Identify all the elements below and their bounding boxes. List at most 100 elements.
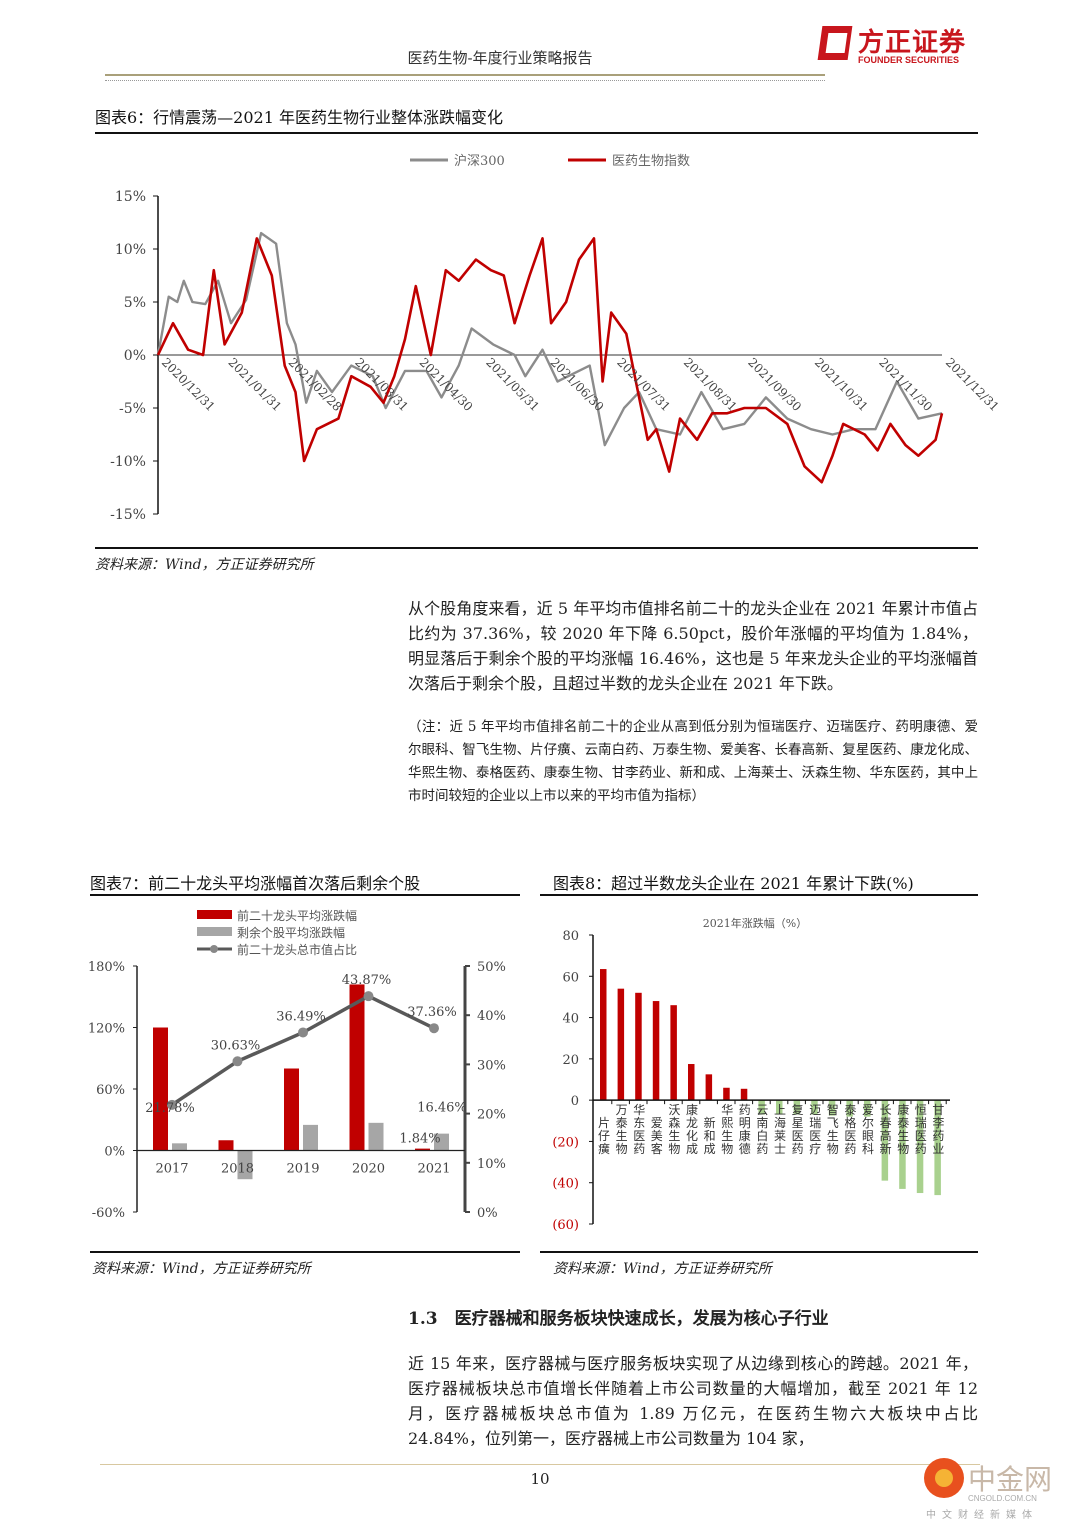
series-line-1 — [156, 237, 944, 484]
fig6-line-chart: 沪深300 医药生物指数 15% 10% 5% 0% -5% -10% -15% 2020/12/… — [110, 153, 1002, 523]
y-tick-label: 5% — [124, 295, 146, 311]
y-tick-label: 10% — [115, 242, 146, 258]
fig7-bottom-rule — [90, 1251, 520, 1253]
x-tick-label: 甘李药业 — [932, 1103, 944, 1156]
legend-label-2: 前二十龙头总市值占比 — [237, 942, 357, 957]
red-bar-2021 — [415, 1148, 430, 1151]
footer-divider — [100, 1464, 980, 1465]
share-label: 30.63% — [211, 1038, 261, 1053]
logo-mark-icon — [817, 26, 853, 60]
x-tick-label: 2020/12/31 — [159, 355, 218, 414]
fig6-title: 图表6：行情震荡—2021 年医药生物行业整体涨跌幅变化 — [95, 108, 503, 127]
x-tick-label: 恒瑞医药 — [915, 1103, 927, 1156]
bar-康泰生物 — [899, 1100, 906, 1189]
bar-新和成 — [705, 1074, 713, 1101]
y-tick-label: 20 — [562, 1053, 579, 1068]
watermark-en: CNGOLD.COM.CN — [968, 1494, 1037, 1503]
x-tick-label: 长春高新 — [880, 1103, 892, 1156]
x-tick-label: 迈瑞医疗 — [809, 1103, 821, 1156]
fig7-top-rule — [90, 894, 520, 896]
share-point-2019 — [298, 1027, 308, 1038]
y-tick-label: -5% — [119, 401, 146, 417]
cngold-logo-icon — [924, 1458, 964, 1498]
body-note: （注：近 5 年平均市值排名前二十的企业从高到低分别为恒瑞医疗、迈瑞医疗、药明康… — [408, 719, 978, 804]
gray-bar-2019 — [303, 1124, 318, 1151]
y-tick-label: (60) — [552, 1218, 579, 1233]
right-tick-label: 40% — [477, 1009, 506, 1024]
left-tick-label: 0% — [104, 1145, 125, 1160]
gray-bar-2018 — [237, 1150, 253, 1180]
bar-片仔癀 — [600, 969, 607, 1101]
x-tick-label: 康泰生物 — [897, 1102, 909, 1156]
red-bar-label: 1.84% — [399, 1132, 440, 1147]
cngold-watermark: 中金网 CNGOLD.COM.CN 中文财经新媒体 — [922, 1452, 1072, 1522]
y-tick-label: (40) — [552, 1177, 579, 1192]
bar-康龙化成 — [688, 1064, 695, 1101]
right-tick-label: 50% — [477, 960, 506, 975]
founder-securities-logo: 方正证券 FOUNDER SECURITIES — [817, 24, 980, 68]
fig8-title: 图表8：超过半数龙头企业在 2021 年累计下跌(%) — [553, 874, 914, 893]
share-point-2017 — [167, 1099, 177, 1110]
left-tick-label: 180% — [88, 960, 125, 975]
fig6-bottom-rule — [95, 547, 978, 549]
bar-万泰生物 — [617, 988, 625, 1101]
x-tick-label: 2019 — [286, 1162, 319, 1177]
y-tick-label: 0% — [124, 348, 146, 364]
fig7-title: 图表7：前二十龙头平均涨幅首次落后剩余个股 — [90, 874, 421, 893]
x-tick-label: 复星医药 — [792, 1103, 804, 1156]
section-heading: 1.3 医疗器械和服务板块快速成长，发展为核心子行业 — [408, 1309, 829, 1329]
header-dotted-divider — [105, 80, 825, 81]
left-tick-label: 60% — [96, 1083, 125, 1098]
body-block-1: 从个股角度来看，近 5 年平均市值排名前二十的龙头企业在 2021 年累计市值占… — [408, 596, 978, 808]
x-tick-label: 2018 — [221, 1162, 254, 1177]
x-tick-label: 2021/12/31 — [943, 355, 1002, 414]
right-tick-label: 30% — [477, 1058, 506, 1073]
header-divider — [105, 74, 825, 76]
y-tick-label: 40 — [562, 1012, 579, 1027]
fig8-bottom-rule — [540, 1251, 978, 1253]
gray-bar-2017 — [172, 1143, 187, 1151]
report-header-title: 医药生物-年度行业策略报告 — [407, 49, 593, 67]
bar-恒瑞医药 — [916, 1100, 924, 1194]
fig7-source: 资料来源：Wind，方正证券研究所 — [92, 1261, 311, 1277]
gray-bar-2020 — [368, 1122, 384, 1151]
share-label: 36.49% — [276, 1009, 326, 1024]
x-tick-label: 2021/06/30 — [548, 355, 607, 414]
share-point-2021 — [429, 1023, 439, 1034]
x-tick-label: 康龙化成 — [686, 1102, 698, 1156]
bar-华东医药 — [635, 992, 642, 1101]
legend-label-0: 沪深300 — [454, 153, 505, 169]
red-bar-2020 — [349, 984, 365, 1151]
y-tick-label: 0 — [571, 1094, 579, 1109]
body-paragraph-1: 从个股角度来看，近 5 年平均市值排名前二十的龙头企业在 2021 年累计市值占… — [408, 599, 978, 693]
gray-bar-2021 — [434, 1133, 449, 1151]
logo-text-cn: 方正证券 — [858, 28, 967, 58]
x-tick-label: 2021/01/31 — [225, 355, 284, 414]
y-tick-label: -15% — [110, 507, 146, 523]
left-tick-label: -60% — [92, 1206, 125, 1221]
bar-复星医药 — [793, 1100, 801, 1115]
left-tick-label: 120% — [88, 1022, 125, 1037]
bar-智飞生物 — [828, 1100, 836, 1116]
y-tick-label: 15% — [115, 189, 146, 205]
bar-爱尔眼科 — [864, 1100, 871, 1117]
watermark-sub: 中文财经新媒体 — [926, 1510, 1038, 1521]
x-tick-label: 云南白药 — [756, 1103, 768, 1156]
x-tick-label: 沃森生物 — [668, 1103, 680, 1156]
gray-bar-label: 16.46% — [417, 1101, 467, 1116]
x-tick-label: 智飞生物 — [827, 1102, 839, 1156]
bar-迈瑞医疗 — [811, 1100, 818, 1115]
x-tick-label: 华熙生物 — [721, 1103, 733, 1156]
x-tick-label: 华东医药 — [633, 1103, 645, 1156]
y-tick-label: 60 — [562, 970, 579, 985]
red-bar-2017 — [153, 1027, 168, 1151]
fig6-source: 资料来源：Wind，方正证券研究所 — [95, 557, 314, 573]
red-bar-2018 — [218, 1140, 234, 1151]
y-tick-label: (20) — [552, 1135, 579, 1150]
legend-label-1: 剩余个股平均涨跌幅 — [237, 925, 345, 940]
bar-上海莱士 — [776, 1100, 783, 1115]
fig8-top-rule — [540, 894, 978, 896]
bar-泰格医药 — [846, 1100, 853, 1117]
x-tick-label: 万泰生物 — [616, 1103, 628, 1156]
